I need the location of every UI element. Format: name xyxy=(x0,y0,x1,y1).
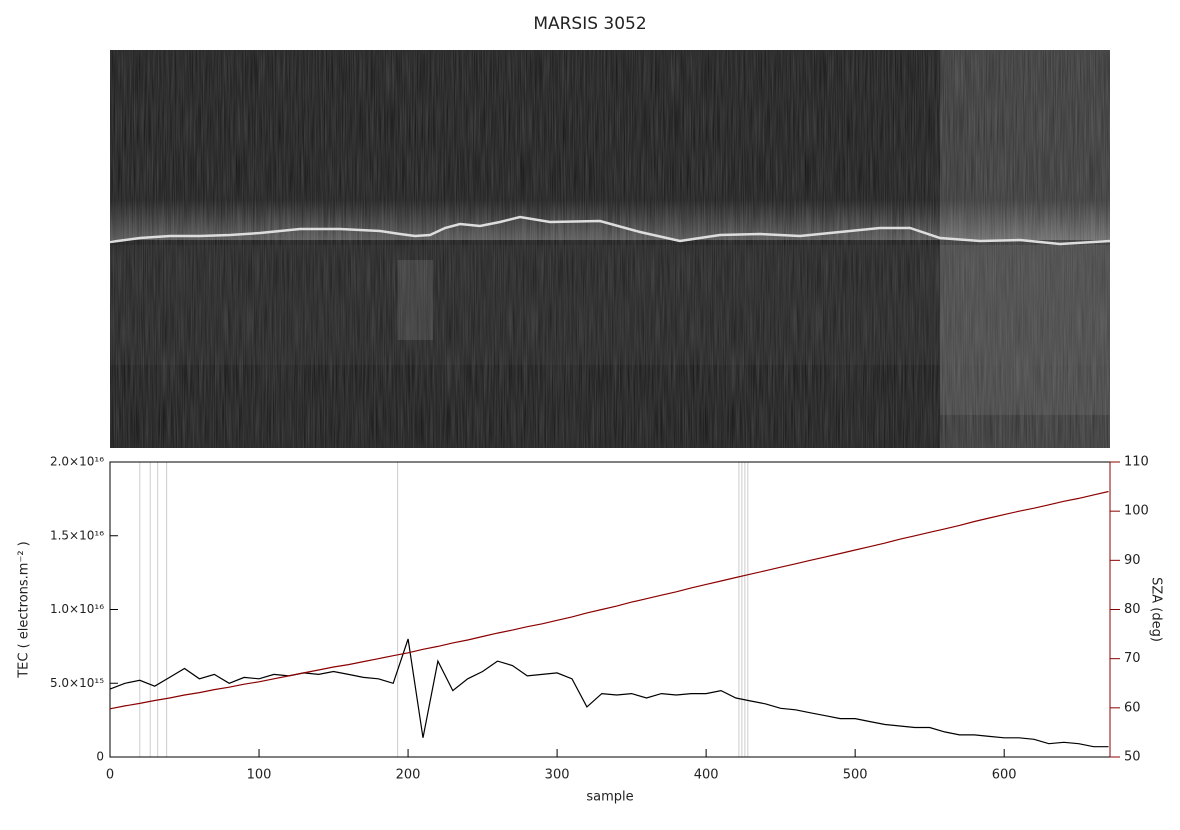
y-tick-label: 1.5×10¹⁶ xyxy=(50,528,104,542)
x-axis-title: sample xyxy=(586,790,633,805)
y-tick-label: 5.0×10¹⁵ xyxy=(50,676,104,690)
radargram xyxy=(109,50,1111,448)
y2-tick-label: 90 xyxy=(1124,553,1141,568)
y2-tick-label: 50 xyxy=(1124,750,1141,765)
y-tick-label: 0 xyxy=(96,750,104,764)
y2-tick-label: 110 xyxy=(1124,455,1149,470)
chart-title: MARSIS 3052 xyxy=(533,14,646,34)
y-tick-label: 2.0×10¹⁶ xyxy=(50,455,104,469)
plot-frame xyxy=(109,461,1111,758)
x-tick-label: 400 xyxy=(694,768,719,783)
y2-axis-title: SZA (deg) xyxy=(1149,577,1164,642)
x-tick-label: 300 xyxy=(545,768,570,783)
y2-tick-label: 100 xyxy=(1124,504,1149,519)
x-tick-label: 600 xyxy=(992,768,1017,783)
series-line xyxy=(109,490,1109,710)
x-tick-label: 100 xyxy=(247,768,272,783)
y2-tick-label: 60 xyxy=(1124,700,1141,715)
x-tick-label: 200 xyxy=(396,768,421,783)
x-tick-label: 500 xyxy=(843,768,868,783)
y-axis-title: TEC ( electrons.m⁻² ) xyxy=(17,541,32,679)
y2-tick-label: 70 xyxy=(1124,651,1141,666)
series-line xyxy=(109,638,1109,748)
y-tick-label: 1.0×10¹⁶ xyxy=(50,602,104,616)
y2-tick-label: 80 xyxy=(1124,602,1141,617)
x-tick-label: 0 xyxy=(106,768,114,783)
